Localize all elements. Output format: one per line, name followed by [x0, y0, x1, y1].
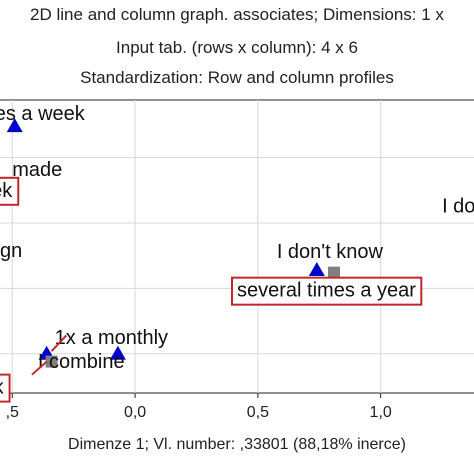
triangle-marker — [109, 345, 126, 360]
triangle-marker — [308, 262, 325, 277]
triangle-marker — [6, 118, 23, 133]
point-label: 1x a monthly — [55, 327, 168, 349]
point-label: es a week — [0, 103, 86, 125]
point-label: s a week — [0, 180, 13, 202]
leader-line — [50, 334, 68, 352]
x-tick-label: ,5 — [6, 404, 19, 421]
x-tick-label: 1,0 — [370, 404, 392, 421]
x-tick-label: 0,0 — [124, 404, 146, 421]
leader-line — [31, 360, 48, 376]
annotation-label: gn — [0, 240, 22, 262]
point-label: I don't know — [277, 241, 384, 263]
chart-title-line-3: Standardization: Row and column profiles — [80, 68, 394, 87]
annotation-label: made — [12, 159, 62, 181]
chart-title-line-2: Input tab. (rows x column): 4 x 6 — [116, 38, 358, 57]
x-tick-label: 0,5 — [247, 404, 269, 421]
square-marker — [45, 355, 58, 368]
x-axis-label: Dimenze 1; Vl. number: ,33801 (88,18% in… — [68, 436, 406, 453]
point-label: several times a year — [237, 280, 416, 302]
annotation-label: I do — [442, 195, 474, 217]
label-box — [0, 176, 20, 206]
point-label: I combine — [38, 351, 125, 373]
label-box — [0, 373, 11, 403]
label-box — [231, 276, 423, 306]
point-label: a week — [0, 377, 5, 399]
chart-title-line-1: 2D line and column graph. associates; Di… — [30, 5, 444, 24]
square-marker — [328, 266, 341, 279]
